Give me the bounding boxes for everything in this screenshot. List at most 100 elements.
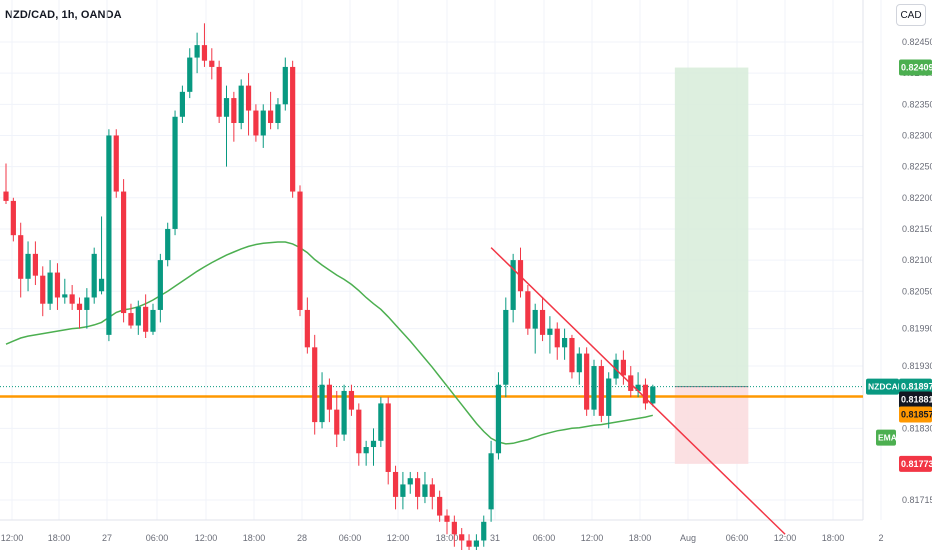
candle-body	[121, 191, 127, 314]
candle-body	[488, 453, 494, 510]
candle-body	[591, 366, 597, 410]
candle-body	[532, 309, 538, 329]
candle-body	[47, 272, 53, 304]
x-tick-label: 18:00	[436, 533, 459, 543]
candle-body	[569, 337, 575, 373]
x-tick-label: 18:00	[243, 533, 266, 543]
candle-body	[84, 297, 90, 310]
hline-price-tag: 0.81881	[901, 395, 932, 405]
candle-body	[238, 85, 244, 124]
candle-body	[106, 135, 112, 335]
candle-body	[466, 540, 472, 547]
candle-body	[25, 253, 31, 279]
candle-body	[10, 200, 16, 236]
candle-body	[407, 478, 413, 485]
level-price-tag-bg	[899, 406, 932, 423]
candle-body	[179, 91, 185, 117]
candle-body	[319, 384, 325, 423]
candle-body	[341, 390, 347, 435]
candle-body	[282, 66, 288, 105]
trend-line[interactable]	[490, 247, 786, 535]
candle-body	[69, 294, 75, 304]
candle-body	[128, 313, 134, 326]
candle-body	[473, 540, 479, 547]
x-tick-label: 12:00	[387, 533, 410, 543]
x-tick-label: 28	[297, 533, 307, 543]
candle-body	[606, 378, 612, 416]
candle-body	[194, 45, 200, 58]
ema-tag-bg	[876, 429, 896, 446]
stop-price-tag: 0.81773	[901, 459, 932, 469]
candle-body	[503, 309, 509, 385]
candle-body	[356, 409, 362, 454]
x-tick-label: 06:00	[726, 533, 749, 543]
candle-body	[98, 278, 105, 292]
candle-body	[539, 309, 546, 335]
candle-body	[62, 294, 68, 298]
candle-body	[3, 191, 9, 201]
candle-body	[525, 291, 531, 329]
candle-body	[32, 253, 38, 276]
candle-body	[378, 403, 384, 441]
x-tick-label: 18:00	[822, 533, 845, 543]
x-tick-label: 06:00	[146, 533, 169, 543]
candle-body	[576, 353, 582, 373]
x-tick-label: 18:00	[48, 533, 71, 543]
candle-body	[201, 45, 208, 61]
candle-body	[304, 309, 310, 348]
candle-body	[495, 384, 502, 454]
candle-body	[326, 384, 332, 410]
y-tick-label: 0.81715	[902, 495, 932, 505]
long-position-loss-zone[interactable]	[674, 386, 749, 464]
x-tick-label: 12:00	[774, 533, 797, 543]
candle-body	[135, 306, 141, 326]
candle-body	[40, 275, 46, 304]
candle-body	[392, 471, 399, 497]
candle-body	[231, 98, 237, 124]
candle-body	[415, 478, 421, 497]
target-price-tag: 0.82409	[901, 63, 932, 73]
x-tick-label: 2	[878, 533, 883, 543]
candle-body	[429, 484, 435, 497]
hline-price-tag-bg	[899, 391, 932, 408]
x-tick-label: 06:00	[533, 533, 556, 543]
candle-body	[422, 484, 428, 497]
x-tick-label: 12:00	[1, 533, 24, 543]
candle-body	[385, 403, 391, 472]
candle-body	[348, 390, 355, 410]
candle-body	[113, 135, 119, 192]
candle-body	[547, 328, 553, 335]
candle-body	[165, 228, 171, 261]
last-price-symbol-bg	[866, 378, 899, 395]
x-tick-label: 06:00	[339, 533, 362, 543]
candle-body	[150, 309, 156, 332]
long-position-profit-zone[interactable]	[674, 67, 749, 387]
y-tick-label: 0.82150	[902, 224, 932, 234]
candle-body	[554, 328, 560, 348]
candle-body	[172, 116, 178, 229]
y-tick-label: 0.82200	[902, 193, 932, 203]
x-tick-label: 27	[102, 533, 112, 543]
candle-body	[451, 521, 457, 535]
candle-body	[481, 521, 487, 541]
y-tick-label: 0.82100	[902, 255, 932, 265]
candle-body	[91, 253, 97, 298]
candle-body	[18, 235, 24, 279]
x-tick-label: 31	[490, 533, 500, 543]
candle-body	[54, 272, 61, 298]
candle-body	[187, 57, 193, 92]
candle-body	[620, 359, 626, 376]
last-price-value: 0.81897	[901, 382, 932, 392]
candle-body	[245, 85, 252, 111]
candle-body	[143, 306, 149, 332]
candle-body	[510, 260, 516, 310]
x-tick-label: Aug	[680, 533, 696, 543]
ema-tag: EMA	[878, 433, 897, 443]
candle-body	[209, 60, 215, 67]
candle-body	[459, 534, 465, 541]
candle-body	[268, 110, 274, 124]
x-tick-label: 18:00	[629, 533, 652, 543]
currency-button[interactable]: CAD	[896, 4, 926, 26]
